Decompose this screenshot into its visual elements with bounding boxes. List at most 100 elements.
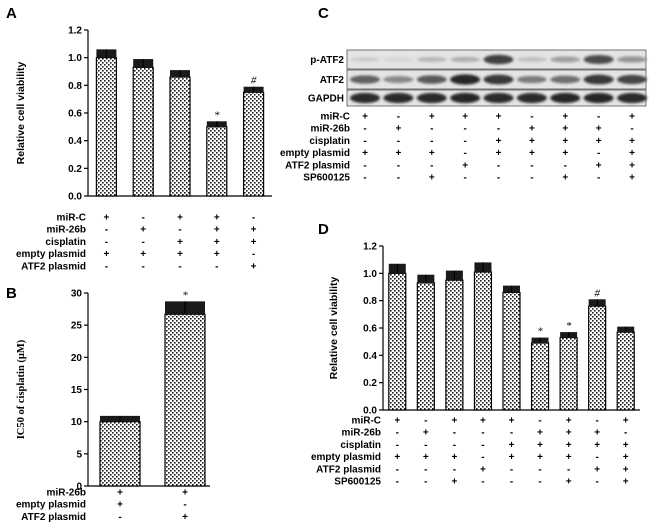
chart-d-y-tick-label: 0.0 <box>363 406 377 417</box>
blot-condition-sign: - <box>530 112 533 123</box>
blot-band <box>483 74 514 85</box>
chart-a-condition-sign: - <box>142 261 145 272</box>
blot-condition-sign: + <box>562 136 568 147</box>
blot-band <box>483 92 514 104</box>
chart-d-condition-sign: - <box>595 477 598 488</box>
blot-condition-label: miR-C <box>321 112 350 123</box>
chart-d-condition-sign: - <box>595 416 598 427</box>
blot-band <box>450 56 481 63</box>
chart-d-bar <box>588 305 607 411</box>
blot-condition-sign: - <box>397 112 400 123</box>
blot-band <box>450 92 481 104</box>
blot-condition-sign: + <box>629 160 635 171</box>
chart-a-condition-sign: + <box>177 237 183 248</box>
chart-b-bar <box>99 421 141 487</box>
chart-b-y-tick-label: 5 <box>76 449 82 460</box>
chart-d-condition-sign: - <box>567 464 570 475</box>
blot-condition-sign: - <box>497 124 500 135</box>
chart-a-condition-sign: - <box>215 261 218 272</box>
blot-condition-sign: - <box>363 173 366 184</box>
blot-condition-sign: - <box>463 136 466 147</box>
chart-d-condition-sign: - <box>424 440 427 451</box>
blot-condition-label: empty plasmid <box>280 148 350 159</box>
blot-condition-sign: - <box>530 173 533 184</box>
blot-band <box>416 56 447 63</box>
blot-condition-sign: + <box>496 112 502 123</box>
blot-band <box>583 74 614 85</box>
blot-condition-sign: - <box>463 173 466 184</box>
blot-band <box>383 76 414 83</box>
chart-d-condition-sign: + <box>537 428 543 439</box>
chart-b-condition-sign: + <box>182 512 188 523</box>
chart-d-y-label: Relative cell viability <box>328 276 340 379</box>
blot-band <box>383 57 414 62</box>
blot-condition-sign: + <box>462 160 468 171</box>
blot-row-label: p-ATF2 <box>310 55 344 66</box>
chart-b-y-tick-label: 10 <box>71 417 83 428</box>
chart-d-bar <box>473 271 493 411</box>
blot-band <box>483 54 514 65</box>
panel-label-a: A <box>6 5 17 22</box>
chart-b-y-tick-label: 25 <box>71 321 83 332</box>
chart-b-y-tick-label: 30 <box>71 289 83 300</box>
chart-a-condition-sign: - <box>105 237 108 248</box>
blot-condition-sign: + <box>529 148 535 159</box>
chart-d-condition-label: ATF2 plasmid <box>316 464 381 475</box>
chart-d-condition-sign: - <box>481 440 484 451</box>
blot-condition-sign: - <box>530 160 533 171</box>
chart-a-y-tick-label: 0.2 <box>68 164 82 175</box>
blot-condition-sign: - <box>430 124 433 135</box>
chart-d-condition-sign: + <box>537 440 543 451</box>
blot-condition-sign: - <box>497 160 500 171</box>
chart-a-bar <box>243 91 265 197</box>
chart-d-condition-sign: - <box>538 416 541 427</box>
chart-d-condition-sign: - <box>453 464 456 475</box>
chart-d-condition-sign: - <box>538 477 541 488</box>
blot-condition-sign: - <box>463 124 466 135</box>
blot-band <box>583 54 614 65</box>
chart-d-condition-sign: - <box>510 464 513 475</box>
chart-d-bar <box>559 336 578 411</box>
blot-condition-sign: + <box>629 148 635 159</box>
chart-d-condition-sign: - <box>453 428 456 439</box>
blot-band <box>550 92 581 104</box>
chart-a-condition-sign: - <box>142 213 145 224</box>
blot-condition-sign: + <box>395 124 401 135</box>
chart-d-condition-sign: + <box>594 428 600 439</box>
blot-band <box>516 57 547 62</box>
blot-condition-sign: + <box>562 148 568 159</box>
blot-condition-sign: + <box>496 136 502 147</box>
chart-a-y-tick-label: 0.0 <box>68 192 82 203</box>
chart-d-condition-sign: - <box>396 477 399 488</box>
blot-condition-sign: + <box>629 173 635 184</box>
chart-a-condition-sign: - <box>252 249 255 260</box>
chart-b-y-tick-label: 15 <box>71 385 83 396</box>
blot-condition-sign: + <box>562 124 568 135</box>
chart-b-y-label: IC50 of cisplatin (μM) <box>16 339 27 439</box>
chart-d-condition-sign: - <box>424 464 427 475</box>
blot-band <box>617 92 647 104</box>
chart-d-condition-sign: - <box>453 440 456 451</box>
blot-condition-sign: + <box>362 148 368 159</box>
chart-d-condition-sign: + <box>566 416 572 427</box>
blot-condition-sign: + <box>395 148 401 159</box>
chart-a-bar <box>95 57 118 197</box>
blot-condition-sign: + <box>496 148 502 159</box>
blot-condition-label: ATF2 plasmid <box>285 160 350 171</box>
chart-a-condition-sign: + <box>103 249 109 260</box>
chart-d-condition-label: SP600125 <box>334 477 381 488</box>
panel-label-b: B <box>6 285 17 302</box>
chart-d-condition-sign: + <box>394 452 400 463</box>
chart-d-condition-sign: + <box>451 477 457 488</box>
blot-condition-sign: - <box>597 173 600 184</box>
chart-d-condition-sign: - <box>424 477 427 488</box>
blot-condition-sign: - <box>363 124 366 135</box>
chart-d-bar <box>388 272 407 411</box>
chart-b-condition-sign: - <box>183 500 186 511</box>
blot-condition-sign: + <box>629 136 635 147</box>
blot-band <box>617 56 647 63</box>
chart-d-condition-sign: + <box>394 416 400 427</box>
blot-condition-sign: + <box>429 173 435 184</box>
chart-a-condition-sign: + <box>214 237 220 248</box>
